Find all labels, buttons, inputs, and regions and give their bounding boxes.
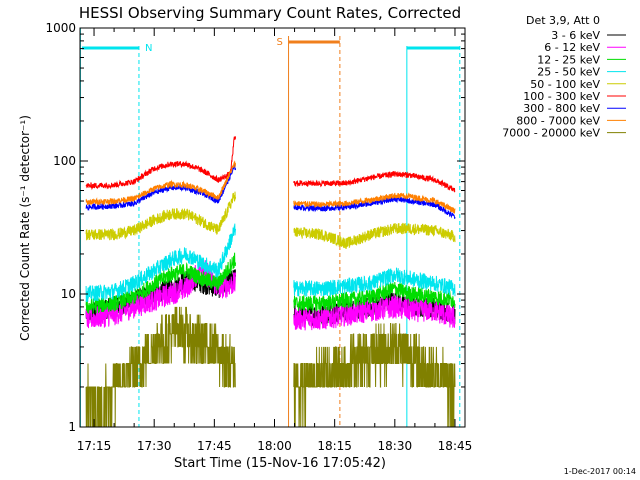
series-7000-20000-kev bbox=[85, 306, 456, 428]
legend-label: 50 - 100 keV bbox=[530, 78, 600, 91]
series-25-50-kev bbox=[85, 223, 456, 303]
series-trace bbox=[85, 160, 236, 206]
series-trace bbox=[293, 294, 456, 331]
x-tick-label: 18:15 bbox=[317, 439, 352, 453]
x-tick-label: 17:45 bbox=[197, 439, 232, 453]
series-100-300-kev bbox=[85, 136, 456, 193]
legend-label: 25 - 50 keV bbox=[537, 66, 600, 79]
series-trace bbox=[85, 306, 236, 428]
x-tick-label: 18:45 bbox=[438, 439, 473, 453]
legend-label: 6 - 12 keV bbox=[544, 41, 600, 54]
legend-label: 3 - 6 keV bbox=[551, 29, 600, 42]
x-axis-label: Start Time (15-Nov-16 17:05:42) bbox=[174, 456, 386, 471]
series-trace bbox=[293, 171, 456, 193]
legend-label: 300 - 800 keV bbox=[523, 102, 600, 115]
y-tick-label: 1 bbox=[68, 420, 76, 434]
legend-label: 100 - 300 keV bbox=[523, 90, 600, 103]
legend-label: 12 - 25 keV bbox=[537, 53, 600, 66]
saa-flag-label: S bbox=[277, 37, 283, 48]
y-tick-label: 1000 bbox=[45, 21, 76, 35]
series-trace bbox=[85, 191, 236, 241]
y-tick-label: 10 bbox=[61, 287, 76, 301]
y-tick-label: 100 bbox=[53, 154, 76, 168]
series-trace bbox=[293, 267, 456, 298]
legend-label: 800 - 7000 keV bbox=[516, 114, 600, 127]
x-tick-label: 18:00 bbox=[257, 439, 292, 453]
series-trace bbox=[293, 192, 456, 214]
night-flag-label: N bbox=[145, 43, 152, 54]
series-trace bbox=[293, 323, 456, 428]
generation-timestamp: 1-Dec-2017 00:14 bbox=[564, 467, 636, 476]
x-tick-label: 17:15 bbox=[77, 439, 112, 453]
series-trace bbox=[85, 223, 236, 303]
series-800-7000-kev bbox=[85, 160, 456, 214]
legend-label: 7000 - 20000 keV bbox=[502, 127, 600, 140]
series-trace bbox=[293, 281, 456, 312]
x-tick-label: 17:30 bbox=[137, 439, 172, 453]
chart-title: HESSI Observing Summary Count Rates, Cor… bbox=[79, 4, 461, 22]
y-axis-label: Corrected Count Rate (s⁻¹ detector⁻¹) bbox=[18, 115, 32, 341]
x-tick-label: 18:30 bbox=[378, 439, 413, 453]
series-trace bbox=[293, 222, 456, 249]
legend-title: Det 3,9, Att 0 bbox=[526, 14, 600, 27]
series-50-100-kev bbox=[85, 191, 456, 249]
series-trace bbox=[293, 195, 456, 219]
series-trace bbox=[85, 136, 236, 191]
plot-frame bbox=[79, 27, 466, 428]
